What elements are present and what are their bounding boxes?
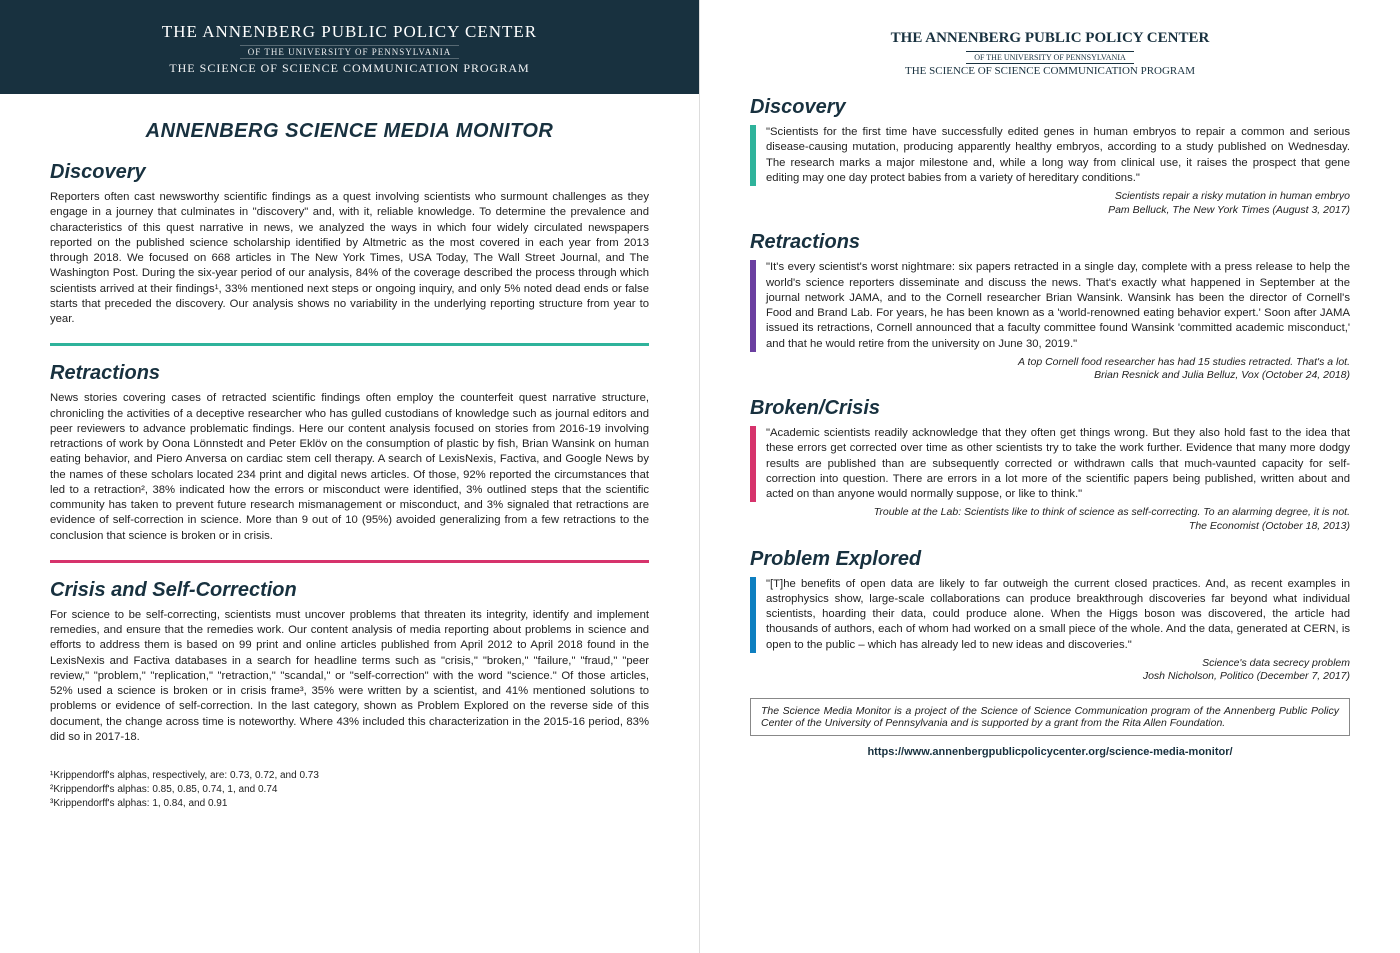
section-heading-retractions: Retractions [50, 362, 649, 385]
quote-block: "Academic scientists readily acknowledge… [750, 426, 1350, 502]
footnotes: ¹Krippendorff's alphas, respectively, ar… [50, 769, 649, 811]
right-page: THE ANNENBERG PUBLIC POLICY CENTER OF TH… [700, 0, 1400, 953]
quote-heading: Discovery [750, 96, 1350, 119]
section-body-discovery: Reporters often cast newsworthy scientif… [50, 190, 649, 327]
footnote-1: ¹Krippendorff's alphas, respectively, ar… [50, 769, 649, 783]
section-heading-crisis: Crisis and Self-Correction [50, 579, 649, 602]
main-title: ANNENBERG SCIENCE MEDIA MONITOR [50, 120, 649, 143]
quote-text: "Scientists for the first time have succ… [766, 125, 1350, 186]
quote-bar [750, 260, 756, 352]
header-banner-light: THE ANNENBERG PUBLIC POLICY CENTER OF TH… [700, 0, 1400, 87]
org-name-r: THE ANNENBERG PUBLIC POLICY CENTER [700, 30, 1400, 47]
quote-block: "Scientists for the first time have succ… [750, 125, 1350, 186]
right-content: Discovery "Scientists for the first time … [700, 87, 1400, 768]
quote-text: "Academic scientists readily acknowledge… [766, 426, 1350, 502]
header-banner: THE ANNENBERG PUBLIC POLICY CENTER OF TH… [0, 0, 699, 94]
section-heading-discovery: Discovery [50, 161, 649, 184]
divider-teal [50, 343, 649, 346]
quote-attribution: A top Cornell food researcher has had 15… [750, 356, 1350, 383]
quote-attribution: Science's data secrecy problemJosh Nicho… [750, 657, 1350, 684]
org-sub-r: OF THE UNIVERSITY OF PENNSYLVANIA [966, 51, 1134, 64]
footer-box: The Science Media Monitor is a project o… [750, 698, 1350, 736]
left-content: ANNENBERG SCIENCE MEDIA MONITOR Discover… [0, 94, 699, 821]
program-name-r: THE SCIENCE OF SCIENCE COMMUNICATION PRO… [700, 65, 1400, 77]
quote-heading: Broken/Crisis [750, 397, 1350, 420]
footnote-2: ²Krippendorff's alphas: 0.85, 0.85, 0.74… [50, 783, 649, 797]
quote-text: "It's every scientist's worst nightmare:… [766, 260, 1350, 352]
org-sub: OF THE UNIVERSITY OF PENNSYLVANIA [240, 45, 460, 59]
quote-attribution: Trouble at the Lab: Scientists like to t… [750, 506, 1350, 533]
left-page: THE ANNENBERG PUBLIC POLICY CENTER OF TH… [0, 0, 700, 953]
quote-bar [750, 426, 756, 502]
org-name: THE ANNENBERG PUBLIC POLICY CENTER [0, 22, 699, 42]
quote-block: "It's every scientist's worst nightmare:… [750, 260, 1350, 352]
section-body-crisis: For science to be self-correcting, scien… [50, 608, 649, 745]
quote-block: "[T]he benefits of open data are likely … [750, 577, 1350, 653]
quote-heading: Retractions [750, 231, 1350, 254]
quote-text: "[T]he benefits of open data are likely … [766, 577, 1350, 653]
quote-bar [750, 125, 756, 186]
footer-url: https://www.annenbergpublicpolicycenter.… [750, 746, 1350, 758]
quote-attribution: Scientists repair a risky mutation in hu… [750, 190, 1350, 217]
program-name: THE SCIENCE OF SCIENCE COMMUNICATION PRO… [0, 61, 699, 76]
quote-bar [750, 577, 756, 653]
footnote-3: ³Krippendorff's alphas: 1, 0.84, and 0.9… [50, 797, 649, 811]
divider-magenta [50, 560, 649, 563]
quote-heading: Problem Explored [750, 548, 1350, 571]
section-body-retractions: News stories covering cases of retracted… [50, 391, 649, 544]
